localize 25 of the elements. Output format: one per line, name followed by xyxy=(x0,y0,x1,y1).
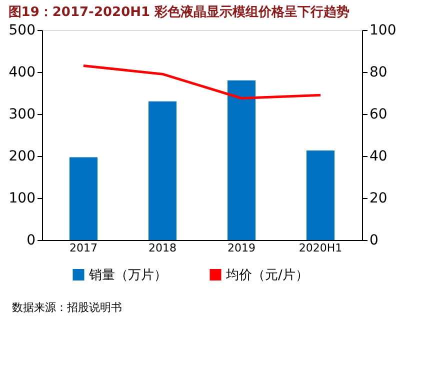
y2-tick-label: 100 xyxy=(370,22,396,38)
x-tick-label: 2019 xyxy=(228,242,256,254)
bar xyxy=(306,150,335,240)
y2-tick-label: 80 xyxy=(370,64,388,80)
legend-label: 销量（万片） xyxy=(88,268,167,283)
y2-tick-label: 60 xyxy=(370,106,388,122)
bar xyxy=(69,157,98,240)
y-tick-label: 100 xyxy=(8,190,36,206)
y2-tick-label: 40 xyxy=(370,148,388,164)
bar xyxy=(228,80,256,240)
y-tick-label: 0 xyxy=(26,232,36,248)
x-tick-label: 2020H1 xyxy=(298,242,342,254)
y2-tick-label: 0 xyxy=(370,232,378,248)
y-tick-label: 400 xyxy=(8,64,36,80)
x-tick-label: 2017 xyxy=(69,242,98,254)
legend-label: 均价（元/片） xyxy=(225,268,308,283)
bar xyxy=(148,101,176,240)
y-tick-label: 200 xyxy=(8,148,36,164)
source-note: 数据来源：招股说明书 xyxy=(12,301,122,314)
y-tick-label: 500 xyxy=(8,22,36,38)
y2-tick-label: 20 xyxy=(370,190,388,206)
x-tick-label: 2018 xyxy=(148,242,176,254)
line-series xyxy=(82,64,322,100)
y-tick-label: 300 xyxy=(8,106,36,122)
chart-title: 图19：2017-2020H1 彩色液晶显示模组价格呈下行趋势 xyxy=(8,4,350,20)
